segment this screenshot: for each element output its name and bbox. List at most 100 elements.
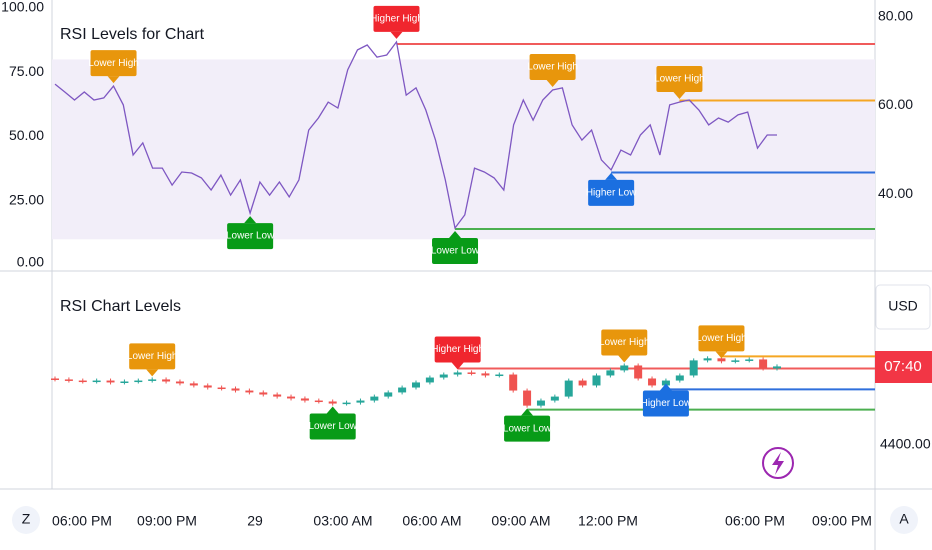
annotation-box [601, 329, 648, 356]
button-label[interactable]: A [899, 511, 909, 527]
annotation-label: Lower Low [309, 421, 358, 432]
candle-body [370, 396, 379, 401]
candle-body [689, 360, 698, 376]
candle-body [148, 379, 157, 381]
candle-body [509, 374, 518, 391]
annotation-label: Lower High [696, 333, 747, 344]
annotation-pointer [659, 383, 672, 391]
candle-body [134, 380, 143, 383]
rsi-line [54, 40, 777, 230]
candle-body [162, 379, 171, 382]
pane-title: RSI Chart Levels [60, 298, 181, 315]
annotation-pointer [326, 406, 339, 414]
candle-body [648, 378, 657, 386]
annotation-pointer [546, 79, 559, 87]
annotation-box [656, 66, 703, 93]
currency-label[interactable]: USD [888, 298, 918, 314]
annotation-pointer [451, 362, 464, 370]
annotation-label: Lower Low [431, 246, 480, 257]
candle-body [300, 398, 309, 401]
annotation-box [529, 53, 576, 80]
annotation-box [309, 413, 356, 440]
rsi-band [52, 59, 875, 240]
candle-body [703, 358, 712, 361]
annotation-label: Lower High [88, 58, 139, 69]
candle-body [51, 378, 59, 380]
y2-tick-label: 40.00 [878, 185, 913, 201]
annotation-label: Lower Low [226, 231, 275, 242]
candle-body [759, 359, 768, 369]
candle-body [745, 359, 754, 361]
candle-body [773, 366, 781, 369]
candle-body [467, 372, 476, 374]
annotation-pointer [449, 230, 462, 238]
lightning-icon[interactable] [762, 447, 794, 479]
y-tick-label: 50.00 [9, 127, 44, 143]
candle-body [356, 400, 365, 403]
annotation-pointer [618, 355, 631, 363]
countdown: 07:40 [884, 358, 922, 375]
time-label: 03:00 AM [313, 513, 372, 529]
candle-body [78, 380, 87, 383]
candle-body [592, 375, 601, 386]
candle-body [203, 385, 212, 388]
button[interactable] [890, 506, 918, 534]
currency-button[interactable] [875, 284, 931, 330]
y-tick-label: 75.00 [9, 63, 44, 79]
annotation-pointer [715, 351, 728, 359]
candle-body [231, 388, 240, 391]
annotation-pointer [244, 216, 257, 224]
time-label: 12:00 PM [578, 513, 638, 529]
annotation-box [227, 223, 274, 250]
pane-title: RSI Levels for Chart [60, 26, 205, 43]
candle-body [620, 365, 629, 371]
candle-body [675, 375, 684, 381]
candle-body [259, 392, 268, 395]
annotation-box [588, 179, 635, 206]
candle-body [273, 394, 282, 397]
candle-body [661, 380, 670, 386]
annotation-box [129, 343, 176, 370]
candle-body [634, 365, 643, 379]
candle-body [536, 400, 545, 406]
time-label: 06:00 AM [402, 513, 461, 529]
candle-body [578, 380, 587, 386]
candle-body [564, 380, 573, 397]
price-badge [875, 351, 932, 383]
button-label[interactable]: Z [22, 511, 31, 527]
candle-body [106, 380, 115, 383]
annotation-pointer [521, 408, 534, 416]
candle-body [287, 396, 296, 399]
annotation-box [432, 237, 479, 264]
candle-body [245, 390, 254, 393]
candle-body [217, 387, 226, 390]
candle-body [481, 373, 490, 376]
y-tick-label: 4400.00 [880, 435, 931, 451]
candle-body [425, 377, 434, 383]
annotation-label: Lower Low [503, 423, 552, 434]
time-label: 06:00 PM [725, 513, 785, 529]
candle-body [328, 401, 337, 404]
candle-body [439, 374, 448, 378]
annotation-label: Lower High [527, 62, 578, 73]
y-tick-label: 25.00 [9, 191, 44, 207]
candle-body [550, 396, 559, 401]
time-label: 06:00 PM [52, 513, 112, 529]
annotation-label: Higher Low [641, 398, 692, 409]
annotation-label: Higher Low [586, 188, 637, 199]
candle-body [453, 372, 462, 375]
time-label: 09:00 PM [812, 513, 872, 529]
candle-body [64, 379, 73, 381]
candle-body [120, 381, 129, 383]
y2-tick-label: 60.00 [878, 96, 913, 112]
button[interactable] [12, 506, 40, 534]
candle-body [606, 370, 615, 376]
annotation-label: Higher High [370, 14, 423, 25]
candle-body [342, 402, 351, 405]
candle-body [731, 360, 740, 362]
y2-tick-label: 80.00 [878, 8, 913, 24]
annotation-label: Lower High [127, 351, 178, 362]
candle-body [384, 392, 393, 397]
annotation-box [642, 390, 689, 417]
